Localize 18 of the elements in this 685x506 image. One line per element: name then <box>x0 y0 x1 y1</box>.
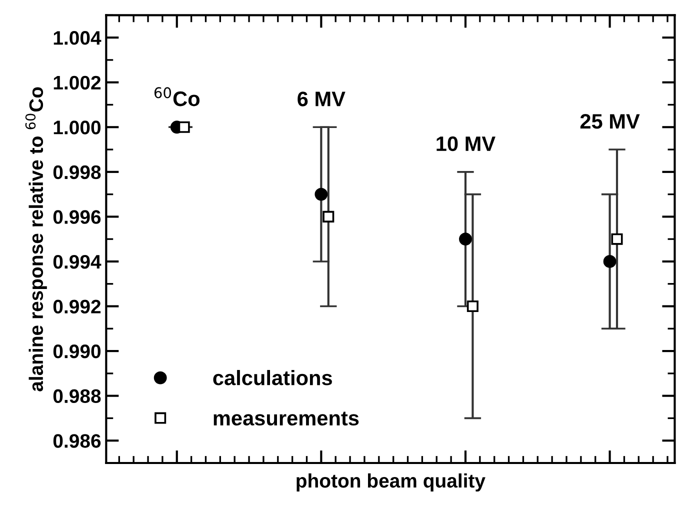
legend-label: measurements <box>214 412 359 426</box>
y-tick-label: 0.992 <box>53 300 101 314</box>
annotation: 25 MV <box>580 114 640 129</box>
y-tick-label: 0.996 <box>53 210 101 224</box>
y-tick-label: 0.998 <box>53 165 101 180</box>
y-tick-label: 1.004 <box>54 31 102 45</box>
y-tick-label: 0.990 <box>53 344 101 358</box>
y-tick-label: 1.002 <box>54 76 101 90</box>
y-tick-label: 0.986 <box>53 434 101 448</box>
y-tick-label: 0.994 <box>53 254 102 269</box>
annotation: $^{60}$Co <box>154 87 200 106</box>
legend-label: calculations <box>213 370 332 386</box>
y-tick-label: 0.988 <box>53 389 101 404</box>
x-axis-title: photon beam quality <box>296 473 486 492</box>
y-axis-title: alanine response relative to $^{60}$Co <box>25 87 47 392</box>
y-tick-label: 1.000 <box>54 120 101 134</box>
annotation: 6 MV <box>298 92 346 106</box>
annotation: 10 MV <box>436 136 496 152</box>
